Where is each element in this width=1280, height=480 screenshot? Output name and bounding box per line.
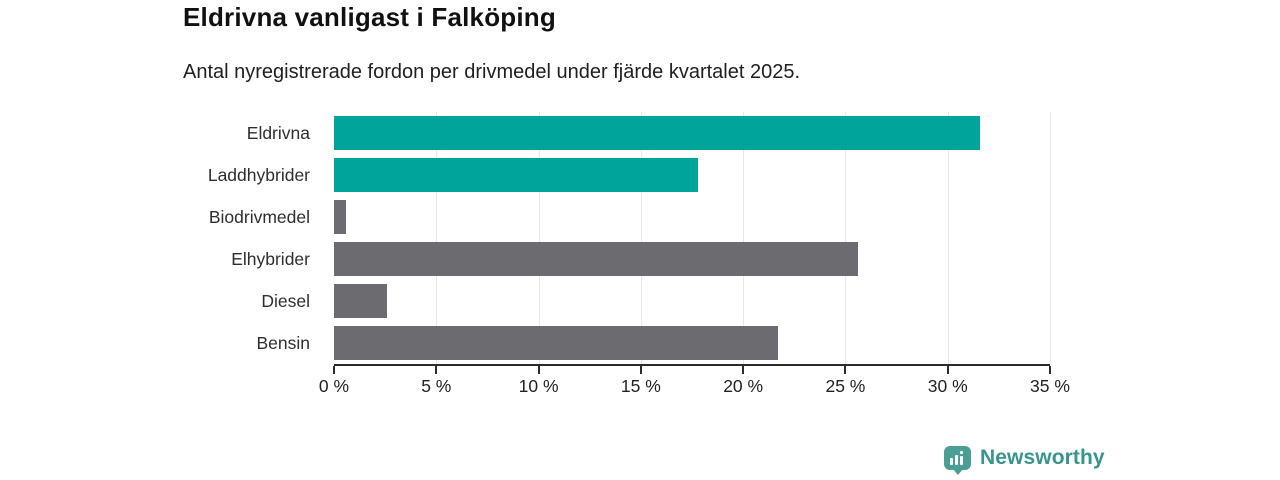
bar-row-bensin	[334, 322, 1050, 364]
bar-row-biodrivmedel	[334, 196, 1050, 238]
category-label-diesel: Diesel	[261, 291, 310, 311]
x-tick-label-5: 5 %	[421, 376, 452, 396]
x-axis-line	[334, 364, 1050, 366]
chart-subtitle: Antal nyregistrerade fordon per drivmede…	[183, 61, 801, 83]
x-tick-label-0: 0 %	[318, 376, 350, 396]
category-axis-labels: Eldrivna Laddhybrider Biodrivmedel Elhybrid…	[0, 112, 322, 364]
bar-row-laddhybrider	[334, 154, 1050, 196]
bar-diesel	[334, 284, 388, 318]
bar-eldrivna	[334, 116, 981, 150]
x-tick-label-15: 15 %	[620, 376, 661, 396]
gridline-20	[743, 112, 745, 364]
bar-row-diesel	[334, 280, 1050, 322]
x-tick-label-30: 30 %	[927, 376, 968, 396]
x-tick-10	[537, 366, 540, 374]
category-label-eldrivna: Eldrivna	[246, 123, 310, 143]
x-tick-label-35: 35 %	[1030, 376, 1070, 396]
x-tick-20	[742, 366, 745, 374]
gridline-35	[1050, 112, 1051, 364]
x-tick-label-10: 10 %	[518, 376, 559, 396]
bar-elhybrider	[334, 242, 858, 276]
chart-title: Eldrivna vanligast i Falköping	[183, 2, 556, 32]
plot-area: 0 % 5 % 10 % 15 % 20 % 25 % 30 % 35 %	[319, 112, 1070, 396]
x-tick-30	[946, 366, 949, 374]
gridline-30	[947, 112, 949, 364]
gridline-10	[538, 112, 540, 364]
x-tick-0	[333, 366, 335, 374]
bar-bensin	[334, 326, 778, 360]
gridline-25	[845, 112, 847, 364]
x-tick-label-25: 25 %	[825, 376, 866, 396]
x-tick-25	[844, 366, 847, 374]
bar-row-eldrivna	[334, 112, 1050, 154]
x-tick-15	[639, 366, 642, 374]
bar-laddhybrider	[334, 158, 699, 192]
newsworthy-logo-icon	[944, 446, 971, 470]
bar-biodrivmedel	[334, 200, 347, 234]
x-tick-5	[435, 366, 438, 374]
x-tick-label-20: 20 %	[723, 376, 764, 396]
x-tick-35	[1049, 366, 1051, 374]
gridline-5	[436, 112, 438, 364]
newsworthy-logo[interactable]: Newsworthy	[944, 446, 1105, 470]
category-label-laddhybrider: Laddhybrider	[207, 165, 310, 185]
bar-row-elhybrider	[334, 238, 1050, 280]
gridline-15	[640, 112, 642, 364]
category-label-elhybrider: Elhybrider	[231, 249, 310, 269]
bar-chart-glyph	[950, 451, 963, 465]
newsworthy-logo-text: Newsworthy	[980, 446, 1105, 469]
category-label-bensin: Bensin	[256, 333, 310, 353]
category-label-biodrivmedel: Biodrivmedel	[208, 207, 310, 227]
